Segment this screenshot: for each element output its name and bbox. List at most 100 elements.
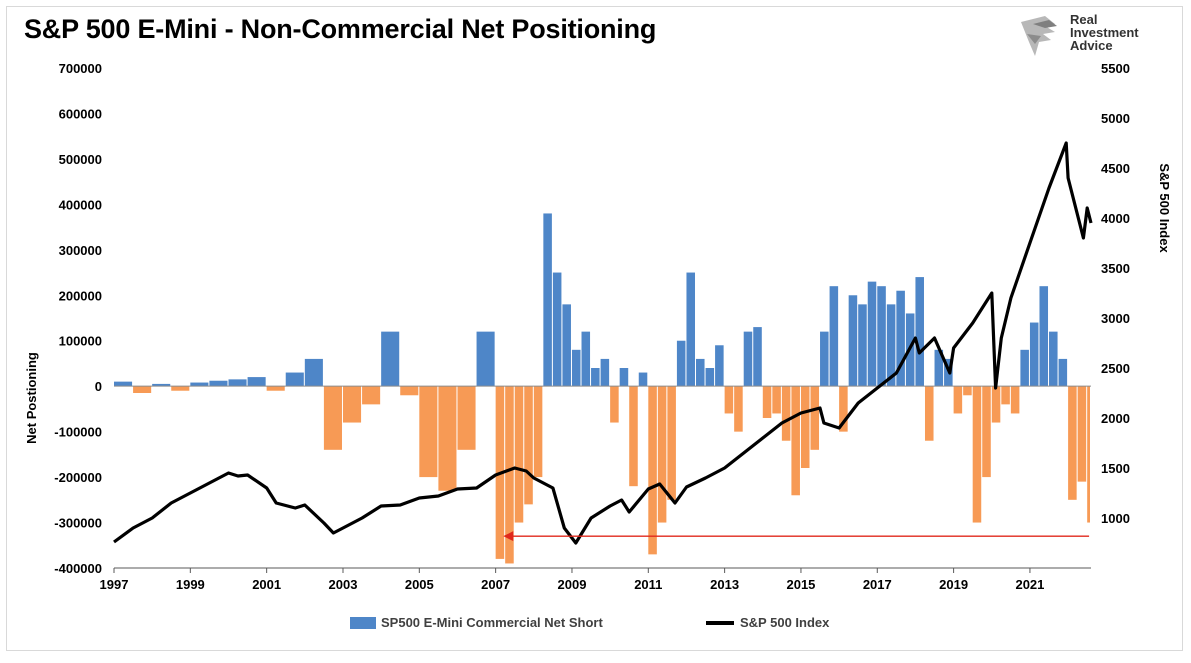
x-tick-label: 2011	[634, 577, 662, 592]
legend-bar-swatch	[350, 617, 376, 629]
bar	[762, 386, 772, 418]
bar	[686, 272, 696, 387]
bar	[1001, 386, 1010, 405]
bar	[304, 358, 323, 387]
bar	[877, 286, 886, 387]
bar	[982, 386, 991, 478]
left-tick-label: -200000	[54, 470, 102, 485]
bar	[171, 386, 190, 391]
bar	[991, 386, 1001, 423]
bar	[743, 331, 753, 387]
logo-text-line2: Investment	[1070, 25, 1139, 40]
bar	[247, 377, 266, 387]
bar	[543, 213, 552, 387]
left-tick-label: 700000	[59, 61, 102, 76]
left-tick-label: 0	[95, 379, 102, 394]
legend-bar-label: SP500 E-Mini Commercial Net Short	[381, 615, 603, 630]
bar	[667, 386, 676, 500]
x-tick-label: 2017	[863, 577, 892, 592]
right-tick-label: 5000	[1101, 111, 1130, 126]
bar	[610, 386, 619, 423]
bar	[1087, 386, 1090, 523]
bar	[1020, 349, 1029, 387]
bar	[1049, 331, 1058, 387]
bar	[342, 386, 362, 423]
bar	[400, 386, 419, 396]
bar	[323, 386, 342, 450]
bar	[533, 386, 543, 478]
bar	[285, 372, 304, 387]
bar	[781, 386, 791, 441]
bar	[1029, 322, 1039, 387]
x-tick-label: 2001	[252, 577, 281, 592]
x-tick-label: 1999	[176, 577, 205, 592]
right-axis: 5500 5000 4500 4000 3500 3000 2500 2000 1500 1000	[1101, 61, 1130, 526]
bar	[209, 380, 228, 387]
right-tick-label: 5500	[1101, 61, 1130, 76]
x-tick-label: 2021	[1015, 577, 1044, 592]
right-tick-label: 1000	[1101, 511, 1130, 526]
annotation-arrow	[503, 531, 1090, 542]
bar	[476, 331, 495, 387]
x-tick-label: 2007	[481, 577, 510, 592]
x-tick-label: 2003	[329, 577, 358, 592]
bar	[705, 368, 715, 387]
right-tick-label: 3500	[1101, 261, 1130, 276]
bar	[820, 331, 829, 387]
left-axis-title: Net Postioning	[24, 352, 39, 444]
bar	[934, 349, 944, 387]
x-tick-label: 2019	[939, 577, 968, 592]
logo-text-line1: Real	[1070, 12, 1098, 27]
bar	[915, 277, 924, 387]
bar	[133, 386, 152, 393]
left-tick-label: 500000	[59, 152, 102, 167]
bar-series	[114, 213, 1090, 564]
right-tick-label: 4500	[1101, 161, 1130, 176]
bar	[228, 379, 247, 387]
bar	[810, 386, 820, 450]
bar	[858, 304, 867, 387]
bar	[1058, 358, 1068, 387]
legend-line-label: S&P 500 Index	[740, 615, 830, 630]
bar	[629, 386, 638, 487]
bar	[266, 386, 285, 391]
eagle-icon	[1021, 16, 1057, 56]
x-axis: 1997 1999 2001 2003 2005 2007 2009 2011 2013 2015…	[100, 567, 1091, 592]
bar	[571, 349, 581, 387]
index-line	[113, 141, 1093, 545]
left-tick-label: 100000	[59, 334, 102, 349]
bar	[953, 386, 963, 414]
bar	[1039, 286, 1049, 387]
bar	[190, 382, 209, 387]
left-tick-label: 600000	[59, 106, 102, 121]
bar	[696, 358, 705, 387]
left-tick-label: 400000	[59, 197, 102, 212]
bar	[524, 386, 533, 505]
bar	[619, 368, 629, 387]
left-tick-label: -300000	[54, 516, 102, 531]
bar	[1068, 386, 1077, 500]
bar	[1010, 386, 1020, 414]
bar	[829, 286, 839, 387]
bar	[591, 368, 600, 387]
left-tick-label: -100000	[54, 425, 102, 440]
bar	[724, 386, 734, 414]
bar	[839, 386, 848, 432]
frame-border	[6, 6, 1183, 651]
bar	[362, 386, 381, 405]
right-tick-label: 2000	[1101, 411, 1130, 426]
logo-text-line3: Advice	[1070, 38, 1113, 53]
bar	[438, 386, 457, 491]
bar	[715, 345, 724, 387]
bar	[886, 304, 896, 387]
bar	[152, 383, 171, 387]
x-tick-label: 2013	[710, 577, 739, 592]
bar	[676, 340, 686, 387]
x-tick-label: 2009	[558, 577, 587, 592]
right-axis-title: S&P 500 Index	[1157, 163, 1172, 253]
bar	[552, 272, 562, 387]
bar	[581, 331, 591, 387]
bar	[657, 386, 667, 523]
bar	[514, 386, 524, 523]
